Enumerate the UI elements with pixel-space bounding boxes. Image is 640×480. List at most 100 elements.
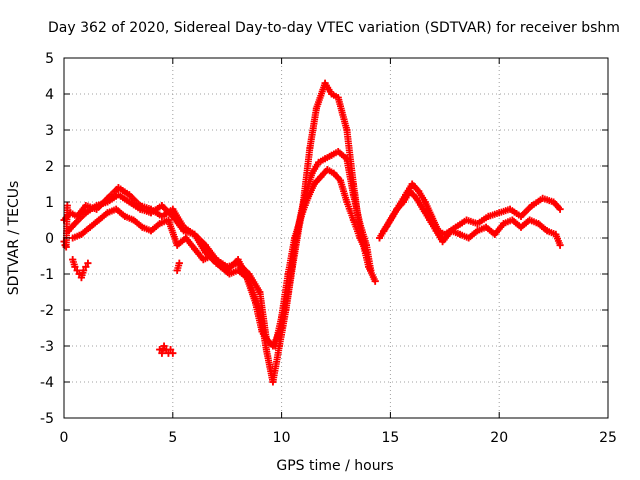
data-point	[376, 234, 383, 242]
data-point	[77, 274, 85, 282]
data-point	[321, 155, 329, 163]
data-point	[180, 227, 188, 235]
data-point	[71, 263, 79, 271]
data-point	[284, 270, 292, 278]
y-tick-label: -3	[40, 339, 54, 355]
data-point	[217, 263, 225, 271]
x-tick-label: 15	[381, 430, 399, 446]
data-point	[130, 216, 138, 224]
data-point	[447, 227, 455, 235]
data-point	[297, 212, 305, 220]
data-point	[121, 212, 129, 220]
data-point	[506, 205, 514, 213]
data-point	[406, 187, 414, 195]
data-point	[199, 256, 207, 264]
data-point	[191, 245, 199, 253]
data-point	[252, 299, 259, 307]
y-tick-label: -2	[40, 303, 54, 319]
data-point	[191, 230, 199, 238]
data-point	[328, 90, 336, 98]
data-point	[550, 198, 558, 206]
data-point	[93, 202, 101, 210]
y-tick-label: -4	[40, 375, 54, 391]
data-point	[182, 234, 190, 242]
data-point	[175, 259, 183, 267]
data-point	[419, 205, 427, 213]
series-isolated-cluster-d	[173, 259, 183, 274]
data-point	[291, 234, 299, 242]
data-point	[473, 220, 481, 228]
grid-lines	[64, 58, 608, 418]
data-point	[304, 194, 312, 202]
data-point	[517, 212, 525, 220]
data-point	[363, 248, 370, 256]
data-point	[75, 270, 83, 278]
data-point	[71, 220, 79, 228]
x-tick-label: 0	[60, 430, 69, 446]
data-point	[173, 241, 181, 249]
data-point	[114, 184, 122, 192]
data-point	[80, 266, 88, 274]
data-point	[201, 248, 209, 256]
data-point	[158, 202, 166, 210]
data-point	[356, 220, 364, 228]
y-axis-label: SDTVAR / TECUs	[6, 181, 22, 296]
x-tick-label: 25	[599, 430, 617, 446]
data-point	[82, 209, 90, 217]
y-tick-label: 3	[45, 123, 54, 139]
data-point	[400, 198, 407, 206]
data-point	[432, 227, 440, 235]
data-point	[491, 230, 499, 238]
data-point	[517, 223, 525, 231]
y-tick-label: -1	[40, 267, 54, 283]
data-point	[104, 209, 111, 217]
data-point	[164, 216, 172, 224]
data-point	[256, 288, 264, 296]
data-point	[534, 220, 542, 228]
data-point	[334, 148, 342, 156]
data-point	[271, 342, 279, 350]
data-point	[556, 205, 564, 213]
y-tick-label: -5	[40, 411, 54, 427]
data-point	[160, 342, 168, 350]
data-point	[393, 205, 401, 213]
data-point	[371, 277, 379, 285]
data-point	[262, 346, 270, 354]
data-point	[169, 212, 177, 220]
chart-title: Day 362 of 2020, Sidereal Day-to-day VTE…	[48, 20, 620, 36]
data-point	[367, 266, 375, 274]
x-axis-label: GPS time / hours	[276, 458, 393, 474]
data-point	[323, 166, 331, 174]
series-track-c	[69, 166, 370, 350]
series-isolated-cluster-a	[69, 256, 92, 282]
data-point	[269, 378, 277, 386]
data-point	[243, 274, 251, 282]
data-point	[328, 151, 336, 159]
data-point	[156, 346, 164, 354]
data-point	[138, 223, 146, 231]
data-point	[310, 180, 318, 188]
data-point	[539, 194, 547, 202]
data-point	[234, 266, 242, 274]
data-point	[343, 126, 351, 134]
data-point	[415, 187, 423, 195]
data-point	[343, 155, 351, 163]
data-point	[125, 191, 133, 199]
data-point	[500, 220, 508, 228]
data-point	[330, 169, 338, 177]
data-point	[112, 205, 120, 213]
data-point	[426, 216, 434, 224]
data-point	[278, 313, 286, 321]
data-point	[306, 144, 314, 152]
axis-ticks: 0 5 10 15 20 25 -5 -4 -3 -2 -1 0 1 2 3 4 5	[40, 51, 617, 446]
data-point	[234, 256, 242, 264]
y-tick-label: 1	[45, 195, 54, 211]
data-point	[169, 349, 177, 357]
data-point	[82, 263, 90, 271]
data-point	[556, 241, 564, 249]
data-point	[349, 191, 357, 199]
data-point	[317, 173, 325, 181]
data-point	[336, 176, 344, 184]
